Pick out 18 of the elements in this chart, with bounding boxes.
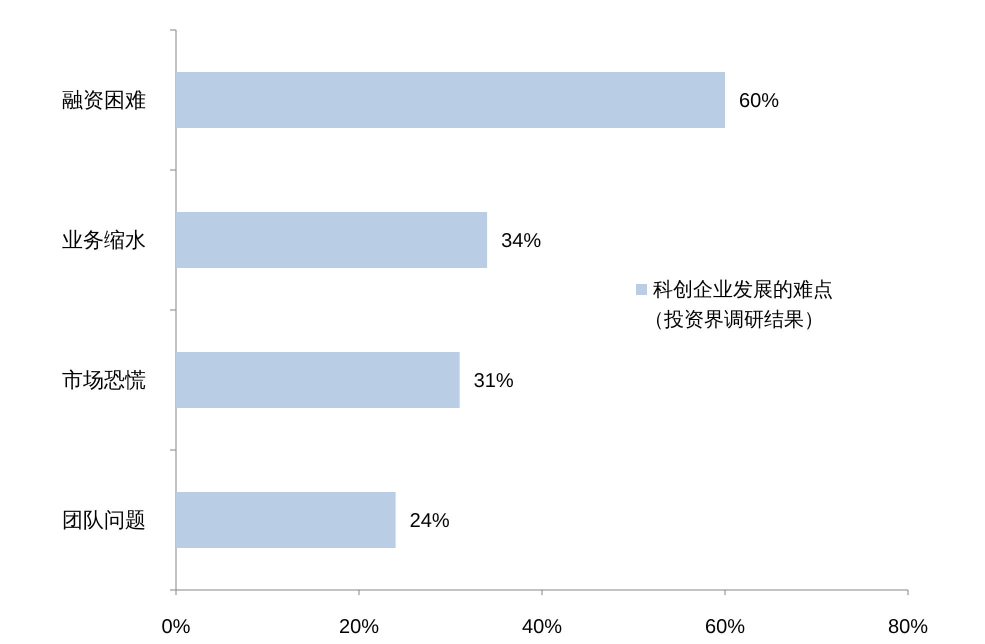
y-tick-label: 业务缩水 [62,229,146,252]
data-label: 31% [474,370,514,392]
y-tick-label: 团队问题 [62,509,146,532]
x-tick-label: 40% [522,616,562,638]
x-tick-label: 80% [888,616,928,638]
bar [176,212,488,268]
y-tick-label: 融资困难 [62,89,146,112]
bar [176,72,725,128]
x-tick-label: 20% [338,616,380,638]
data-label: 60% [739,90,780,112]
x-tick-label: 60% [704,616,746,638]
x-tick-label: 0% [162,616,191,638]
y-tick-label: 市场恐慌 [62,369,146,392]
data-label: 24% [410,510,450,532]
bar [176,492,396,548]
legend-label: 科创企业发展的难点（投资界调研结果） [644,279,833,331]
data-label: 34% [501,230,542,252]
bar [176,352,460,408]
